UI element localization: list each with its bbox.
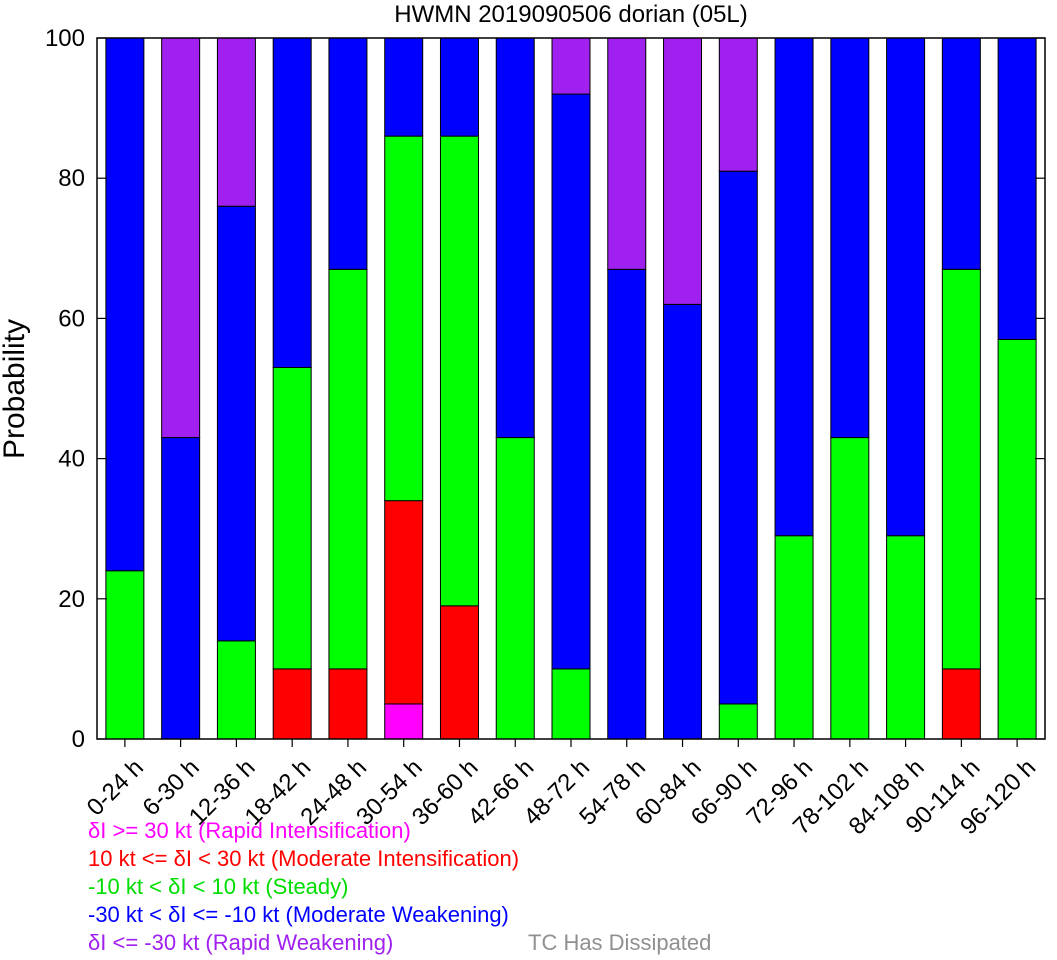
bar-segment-mw-14: [886, 37, 926, 537]
legend-entry-4: δI <= -30 kt (Rapid Weakening): [88, 930, 394, 955]
y-tick-label-0: 0: [72, 726, 85, 753]
bar-segment-st-14: [886, 535, 926, 740]
bar-segment-st-4: [328, 268, 368, 670]
y-tick-label-60: 60: [58, 305, 85, 332]
legend-entry-1: 10 kt <= δI < 30 kt (Moderate Intensific…: [88, 846, 520, 871]
bar-segment-st-5: [384, 135, 424, 502]
bar-segment-mi-4: [328, 668, 368, 740]
bar-segment-ri-5: [384, 703, 424, 740]
bar-segment-mw-7: [495, 37, 535, 439]
bar-segment-mw-9: [607, 268, 647, 740]
bar-segment-st-16: [997, 338, 1037, 740]
y-axis-ticks: 0 20 40 60 80 100: [45, 25, 1045, 753]
bar-segment-rw-1: [161, 37, 201, 439]
bar-segment-mi-6: [439, 605, 479, 740]
legend-entry-0: δI >= 30 kt (Rapid Intensification): [88, 818, 411, 843]
bar-segment-mw-4: [328, 37, 368, 270]
bar-segment-mw-2: [216, 205, 256, 642]
bar-segment-st-2: [216, 640, 256, 740]
y-tick-label-40: 40: [58, 446, 85, 473]
bar-segment-st-3: [272, 366, 312, 670]
legend-entry-2: -10 kt < δI < 10 kt (Steady): [88, 874, 349, 899]
bar-segment-mw-13: [830, 37, 870, 439]
bar-segment-st-6: [439, 135, 479, 607]
bar-segment-mw-10: [663, 303, 703, 740]
bar-segment-mi-3: [272, 668, 312, 740]
bar-segment-mw-12: [774, 37, 814, 537]
bars-group: [105, 37, 1037, 740]
bar-segment-mw-1: [161, 437, 201, 740]
dissipated-label: TC Has Dissipated: [528, 930, 712, 955]
bar-segment-mi-15: [941, 668, 981, 740]
bar-segment-mw-5: [384, 37, 424, 137]
y-tick-label-100: 100: [45, 25, 85, 52]
bar-segment-mw-16: [997, 37, 1037, 340]
bar-segment-rw-11: [718, 37, 758, 172]
chart-title: HWMN 2019090506 dorian (05L): [394, 1, 748, 28]
bar-segment-rw-10: [663, 37, 703, 305]
bar-segment-st-0: [105, 570, 145, 740]
bar-segment-st-12: [774, 535, 814, 740]
bar-segment-st-8: [551, 668, 591, 740]
bar-segment-mw-3: [272, 37, 312, 368]
bar-segment-mw-6: [439, 37, 479, 137]
bar-segment-mw-0: [105, 37, 145, 572]
bar-segment-mi-5: [384, 500, 424, 705]
bar-segment-rw-8: [551, 37, 591, 95]
bar-segment-mw-8: [551, 93, 591, 670]
x-tick-label-0: 0-24 h: [82, 754, 149, 821]
bar-segment-rw-2: [216, 37, 256, 207]
bar-segment-mw-11: [718, 170, 758, 705]
legend-entry-3: -30 kt < δI <= -10 kt (Moderate Weakenin…: [88, 902, 509, 927]
bar-segment-rw-9: [607, 37, 647, 270]
y-tick-label-20: 20: [58, 586, 85, 613]
bar-segment-st-13: [830, 437, 870, 740]
y-tick-label-80: 80: [58, 165, 85, 192]
y-axis-label: Probability: [0, 319, 31, 459]
bar-segment-st-11: [718, 703, 758, 740]
bar-segment-mw-15: [941, 37, 981, 270]
bar-segment-st-15: [941, 268, 981, 670]
plot-frame: [96, 37, 1046, 740]
bar-segment-st-7: [495, 437, 535, 740]
